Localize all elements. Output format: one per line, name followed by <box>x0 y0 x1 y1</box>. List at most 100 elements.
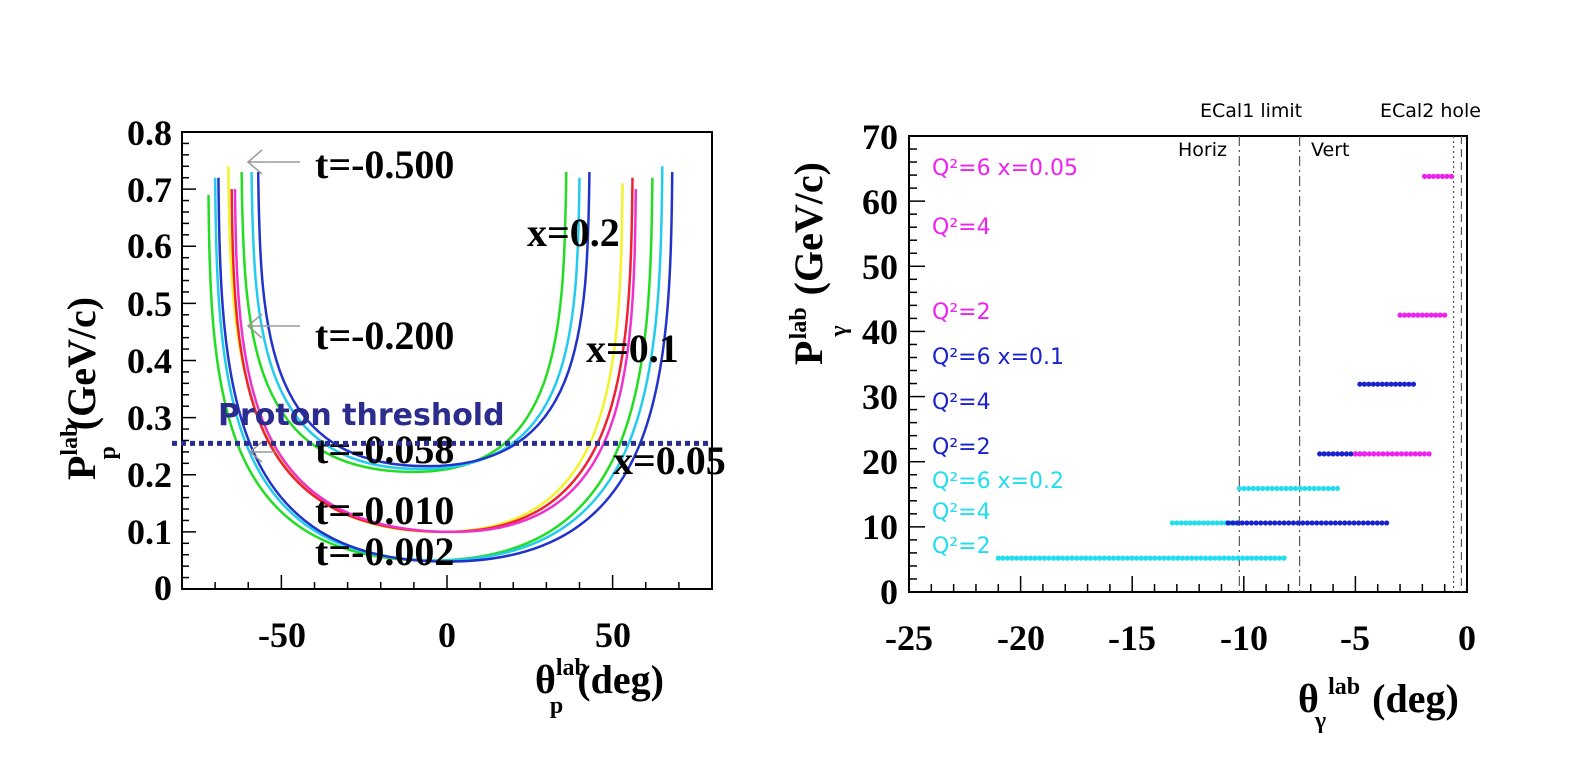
data-point <box>1050 555 1057 561</box>
left-x-tick-labels: -50 0 50 <box>258 615 631 655</box>
data-point <box>1189 555 1195 561</box>
data-point <box>1302 485 1308 492</box>
left-y-tick-label: 0.2 <box>127 455 172 495</box>
data-point <box>1258 555 1264 561</box>
data-point <box>1207 555 1213 561</box>
data-point <box>1320 485 1327 492</box>
data-point <box>1274 485 1280 492</box>
data-point <box>1169 520 1175 526</box>
t-label: t=-0.500 <box>315 142 454 187</box>
data-point <box>1397 312 1403 318</box>
data-point <box>1198 555 1204 561</box>
data-point <box>1317 451 1323 457</box>
data-point <box>1356 520 1362 526</box>
right-x-tick-label: -10 <box>1220 618 1268 658</box>
right-plot-frame <box>908 135 1468 593</box>
t-arrows <box>246 149 300 463</box>
data-point <box>1360 520 1366 526</box>
data-point <box>1214 520 1220 526</box>
data-point <box>1371 451 1377 457</box>
data-point <box>1379 520 1385 526</box>
data-point <box>1166 555 1172 561</box>
legend-label: Q²=6 x=0.1 <box>932 345 1064 370</box>
data-point <box>1419 312 1425 318</box>
data-point <box>1244 520 1250 526</box>
data-point <box>1221 555 1227 561</box>
data-point <box>1115 555 1121 561</box>
data-point <box>1397 381 1403 387</box>
ecal2-hole-label: ECal2 hole <box>1380 100 1481 122</box>
data-point <box>1209 520 1216 526</box>
legend-label: Q²=6 x=0.05 <box>932 156 1078 181</box>
data-point <box>1183 520 1189 526</box>
data-point <box>1304 520 1311 526</box>
data-point <box>1097 555 1103 561</box>
data-point <box>1250 485 1256 492</box>
data-point <box>1184 555 1190 561</box>
data-point <box>1375 381 1381 387</box>
left-y-tick-label: 0.1 <box>127 512 172 552</box>
data-point <box>1370 520 1376 526</box>
data-point <box>1230 520 1236 526</box>
data-point <box>1110 555 1117 561</box>
data-point <box>1297 485 1303 492</box>
t-label: t=-0.002 <box>315 529 454 574</box>
data-point <box>1408 451 1414 457</box>
data-point <box>1357 381 1363 387</box>
data-point <box>1225 520 1231 526</box>
data-point <box>1226 555 1232 561</box>
data-point <box>1366 381 1372 387</box>
data-point <box>1379 381 1385 387</box>
data-point <box>1370 381 1376 387</box>
data-point <box>1286 520 1292 526</box>
left-y-tick-label: 0.4 <box>127 341 172 381</box>
proton-threshold-label: Proton threshold <box>218 398 505 433</box>
data-point <box>1321 451 1327 457</box>
data-point <box>1078 555 1084 561</box>
data-point <box>1314 520 1320 526</box>
data-point <box>1384 520 1390 526</box>
data-point <box>1421 451 1428 457</box>
data-point <box>1244 555 1250 561</box>
data-point <box>1343 451 1350 457</box>
data-point <box>1328 520 1334 526</box>
data-point <box>1192 520 1198 526</box>
left-y-tick-label: 0.7 <box>127 170 172 210</box>
left-x-tick-label: -50 <box>258 615 306 655</box>
data-point <box>1260 485 1266 492</box>
left-y-tick-label: 0.3 <box>127 398 172 438</box>
left-x-axis-title: θlab p(deg) <box>535 655 664 719</box>
data-point <box>1248 520 1255 526</box>
data-point <box>1401 381 1408 387</box>
data-point <box>1170 555 1176 561</box>
left-y-axis-title: Plab p(GeV/c) <box>57 297 121 480</box>
data-point <box>1018 555 1024 561</box>
data-point <box>1415 312 1421 318</box>
data-point <box>1262 555 1269 561</box>
right-y-tick-label: 30 <box>862 377 898 417</box>
data-point <box>1334 451 1341 457</box>
data-point <box>1147 555 1153 561</box>
horiz-label: Horiz <box>1178 139 1227 161</box>
data-point <box>1424 312 1430 318</box>
right-ticks <box>908 135 1468 593</box>
data-point <box>1027 555 1034 561</box>
data-point <box>1023 555 1029 561</box>
data-point <box>1380 451 1386 457</box>
data-point <box>1435 173 1441 179</box>
x-group-label: x=0.2 <box>527 210 620 255</box>
data-point <box>1326 451 1332 457</box>
data-point <box>1253 520 1259 526</box>
data-point <box>1174 520 1180 526</box>
data-point <box>1272 555 1278 561</box>
right-y-tick-label: 70 <box>862 117 898 157</box>
left-curve <box>250 171 581 471</box>
data-point <box>1442 312 1448 318</box>
t-label: t=-0.058 <box>315 427 454 472</box>
data-point <box>1406 312 1412 318</box>
left-chart: 0 0.1 0.2 0.3 0.4 0.5 0.6 0.7 0.8 -50 0 … <box>57 113 726 719</box>
left-x-tick-label: 50 <box>595 615 631 655</box>
data-point <box>1406 381 1412 387</box>
left-y-tick-label: 0.8 <box>127 113 172 153</box>
data-point <box>1156 555 1163 561</box>
